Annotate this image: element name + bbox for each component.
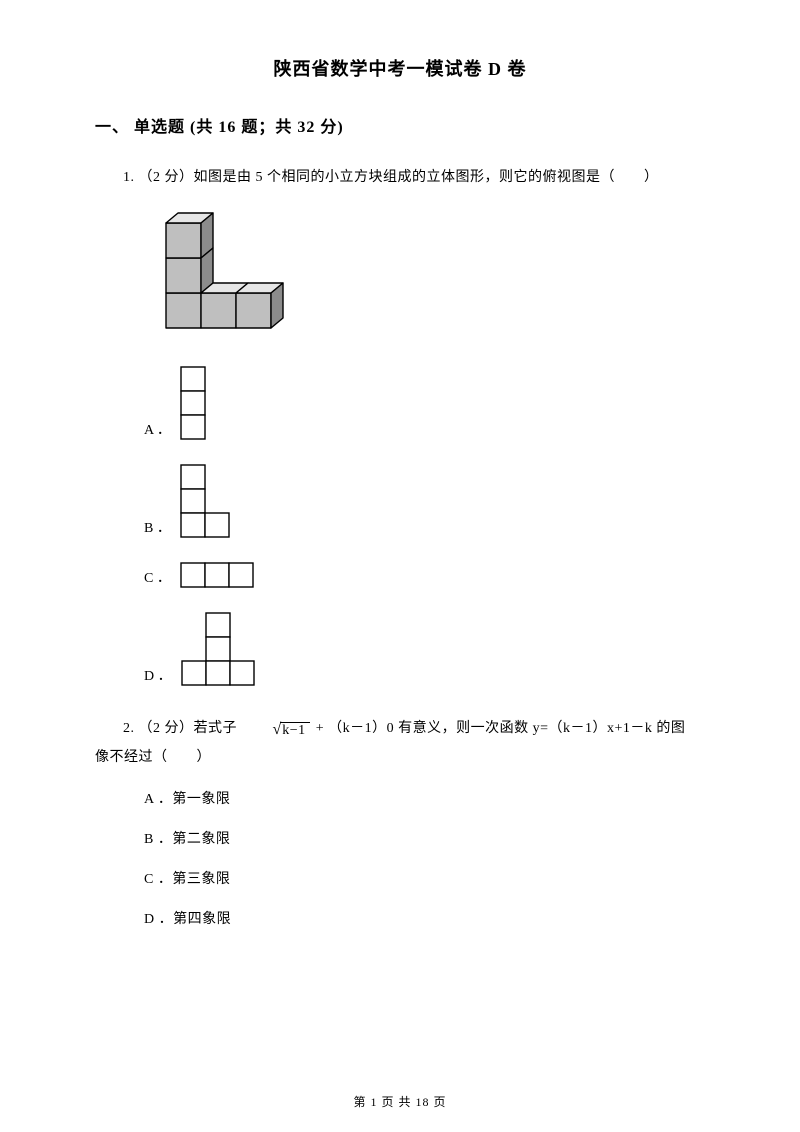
grid-icon [179, 463, 231, 539]
option-label: C ． [144, 567, 171, 589]
q2-text-line2: 像不经过（ ） [95, 745, 705, 772]
q2-pre: 2. （2 分）若式子 [123, 721, 241, 736]
q1-option-d: D ． [144, 611, 705, 687]
option-label: A ． [144, 792, 172, 807]
option-text: 第二象限 [172, 832, 230, 847]
grid-icon [179, 365, 207, 441]
isometric-cubes-icon [151, 208, 295, 338]
grid-icon [180, 611, 256, 687]
q2-text-line1: 2. （2 分）若式子 k−1 + （k－1）0 有意义，则一次函数 y=（k－… [95, 715, 705, 745]
grid-icon [179, 561, 255, 589]
option-text: 第三象限 [172, 872, 230, 887]
option-label: B ． [144, 832, 172, 847]
q1-text: 1. （2 分）如图是由 5 个相同的小立方块组成的立体图形，则它的俯视图是（ … [95, 165, 705, 192]
q1-option-a: A ． [144, 365, 705, 441]
option-label: A ． [144, 419, 171, 441]
option-label: D ． [144, 665, 172, 687]
q2-option-c: C ．第三象限 [144, 868, 705, 888]
q2-option-d: D ．第四象限 [144, 908, 705, 928]
option-text: 第一象限 [172, 792, 230, 807]
section-heading: 一、 单选题 (共 16 题；共 32 分) [95, 113, 705, 137]
option-label: B ． [144, 517, 171, 539]
q1-option-c: C ． [144, 561, 705, 589]
q1-option-b: B ． [144, 463, 705, 539]
q2-option-a: A ．第一象限 [144, 788, 705, 808]
sqrt-icon: k−1 [243, 715, 310, 745]
option-label: C ． [144, 872, 172, 887]
q2-option-b: B ．第二象限 [144, 828, 705, 848]
option-label: D ． [144, 912, 173, 927]
q2-post: + （k－1）0 有意义，则一次函数 y=（k－1）x+1－k 的图 [312, 721, 686, 736]
option-text: 第四象限 [173, 912, 231, 927]
page-title: 陕西省数学中考一模试卷 D 卷 [95, 55, 705, 81]
q1-figure [151, 208, 705, 343]
page-footer: 第 1 页 共 18 页 [0, 1093, 800, 1110]
